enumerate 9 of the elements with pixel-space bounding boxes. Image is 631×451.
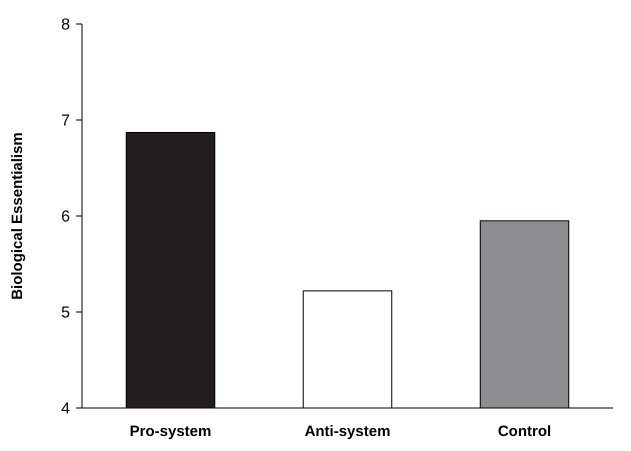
y-tick-label: 7 — [61, 112, 70, 130]
y-tick-label: 8 — [61, 16, 70, 34]
x-tick-label: Anti-system — [304, 423, 390, 440]
y-axis-title: Biological Essentialism — [9, 132, 26, 300]
x-tick-label: Control — [498, 423, 552, 440]
x-tick-label: Pro-system — [130, 423, 212, 440]
y-tick-label: 6 — [61, 208, 70, 226]
y-tick-label: 4 — [61, 400, 70, 418]
y-tick-label: 5 — [61, 304, 70, 322]
